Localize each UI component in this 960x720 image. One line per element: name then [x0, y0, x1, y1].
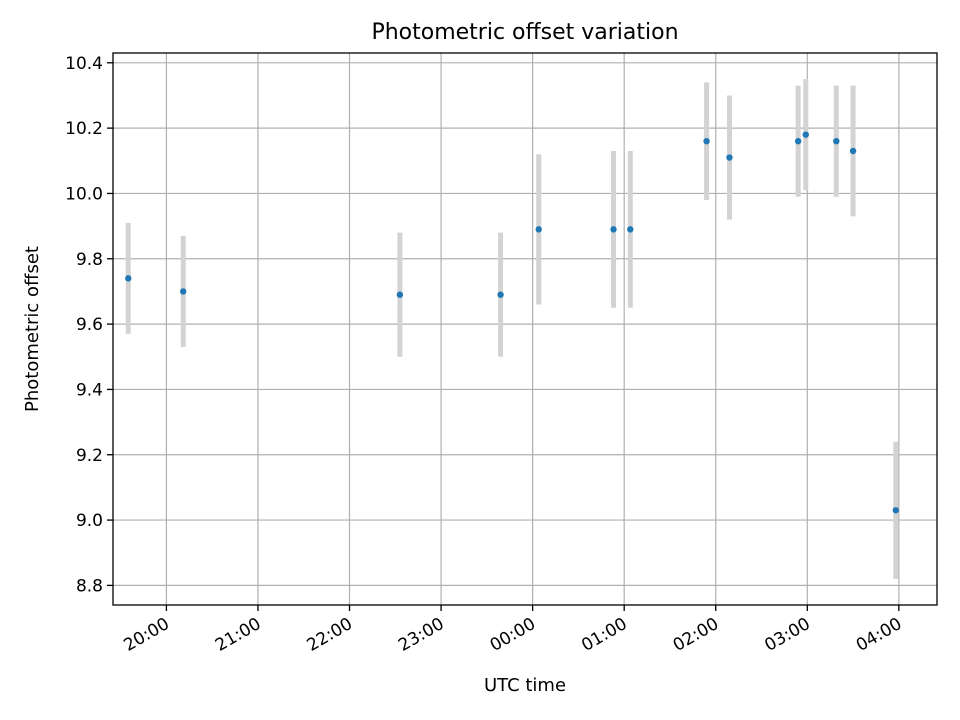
- y-tick-label: 10.2: [65, 119, 103, 139]
- y-tick-label: 9.4: [76, 380, 103, 400]
- data-point: [125, 275, 132, 282]
- y-tick-label: 9.6: [76, 315, 103, 335]
- data-point: [627, 226, 634, 233]
- data-point: [794, 137, 802, 145]
- y-tick-label: 8.8: [76, 576, 103, 596]
- data-point: [610, 226, 617, 233]
- y-tick-label: 10.4: [65, 54, 103, 74]
- y-tick-label: 9.0: [76, 511, 103, 531]
- data-point: [703, 137, 710, 145]
- y-axis-ticks: 8.8 9.0 9.2 9.4 9.6 9.8 10.0 10.2 10.4: [65, 54, 113, 596]
- data-point: [726, 154, 733, 161]
- y-tick-label: 9.2: [76, 446, 103, 466]
- data-points: [125, 131, 899, 514]
- data-point: [802, 131, 809, 138]
- y-tick-label: 9.8: [76, 250, 103, 270]
- data-point: [849, 147, 857, 155]
- chart-title: Photometric offset variation: [371, 20, 678, 45]
- data-point: [396, 291, 404, 298]
- data-point: [892, 507, 899, 514]
- data-point: [535, 226, 542, 233]
- data-point: [833, 137, 840, 145]
- grid-lines: [113, 53, 937, 605]
- y-axis-label: Photometric offset: [22, 246, 43, 412]
- y-tick-label: 10.0: [65, 184, 103, 204]
- x-axis-label: UTC time: [484, 675, 566, 696]
- data-point: [497, 291, 504, 298]
- data-point: [179, 288, 187, 295]
- plot-frame: [112, 52, 938, 606]
